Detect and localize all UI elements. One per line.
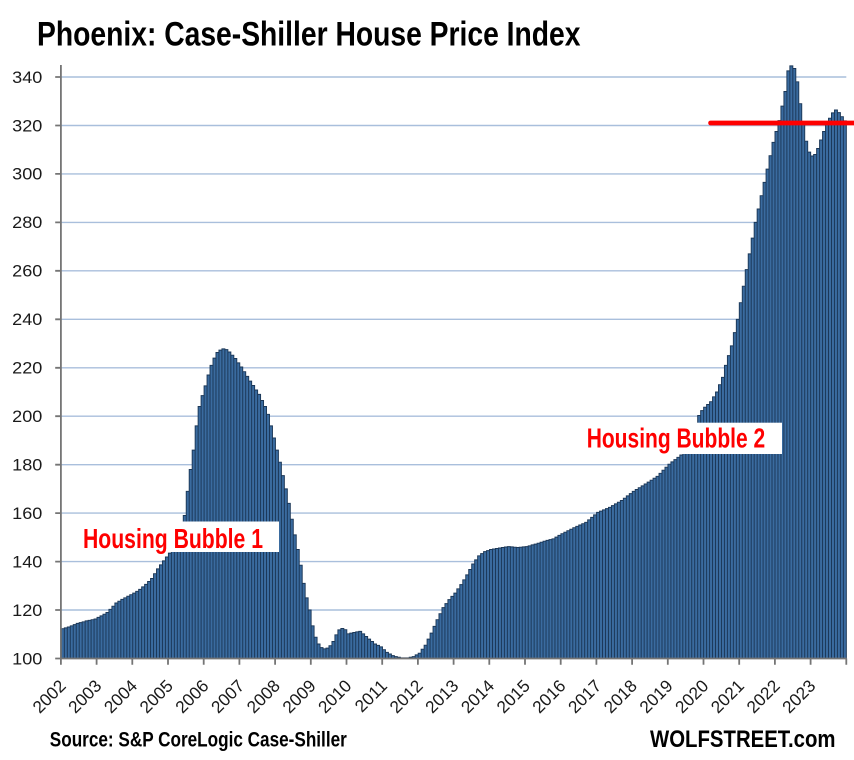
svg-text:100: 100 bbox=[12, 649, 42, 668]
svg-text:320: 320 bbox=[12, 116, 42, 135]
svg-text:160: 160 bbox=[12, 504, 42, 523]
svg-text:240: 240 bbox=[12, 310, 42, 329]
svg-text:140: 140 bbox=[12, 552, 42, 571]
svg-text:220: 220 bbox=[12, 359, 42, 378]
svg-text:340: 340 bbox=[12, 68, 42, 87]
svg-text:120: 120 bbox=[12, 601, 42, 620]
svg-text:Housing Bubble 1: Housing Bubble 1 bbox=[83, 523, 263, 554]
svg-text:280: 280 bbox=[12, 213, 42, 232]
svg-text:Housing Bubble 2: Housing Bubble 2 bbox=[587, 422, 766, 453]
svg-text:260: 260 bbox=[12, 262, 42, 281]
svg-text:200: 200 bbox=[12, 407, 42, 426]
svg-text:WOLFSTREET.com: WOLFSTREET.com bbox=[650, 726, 836, 753]
svg-text:300: 300 bbox=[12, 165, 42, 184]
svg-text:Phoenix: Case-Shiller House Pr: Phoenix: Case-Shiller House Price Index bbox=[37, 15, 581, 53]
svg-text:Source: S&P CoreLogic Case-Shi: Source: S&P CoreLogic Case-Shiller bbox=[50, 728, 347, 752]
svg-text:180: 180 bbox=[12, 456, 42, 475]
